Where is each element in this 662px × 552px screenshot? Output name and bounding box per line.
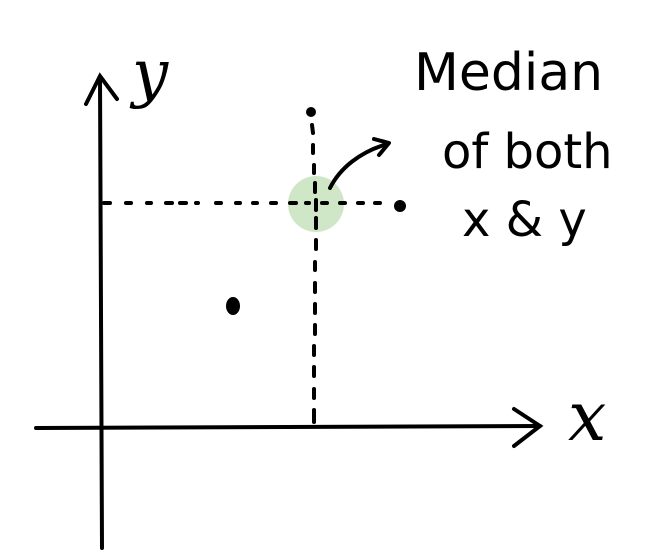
- annotation-line-2: of both: [442, 124, 613, 180]
- x-axis-label: x: [568, 378, 606, 457]
- y-axis-arrowhead: [84, 72, 119, 106]
- annotation-arrow-curve: [328, 142, 389, 190]
- annotation-line-1: Median: [414, 43, 603, 103]
- y-axis-line: [98, 76, 104, 550]
- left-point: [226, 297, 240, 315]
- annotation-arrow-head: [372, 137, 391, 157]
- right-point: [394, 200, 406, 212]
- annotation-line-3: x & y: [462, 192, 587, 248]
- x-axis-arrowhead: [512, 407, 544, 448]
- top-point: [306, 107, 316, 117]
- x-axis: [34, 407, 544, 448]
- y-axis: [84, 72, 119, 550]
- x-axis-line: [34, 424, 542, 430]
- y-axis-label: y: [129, 37, 169, 111]
- vertical-median-line: [310, 123, 318, 424]
- annotation-arrow: [328, 137, 391, 190]
